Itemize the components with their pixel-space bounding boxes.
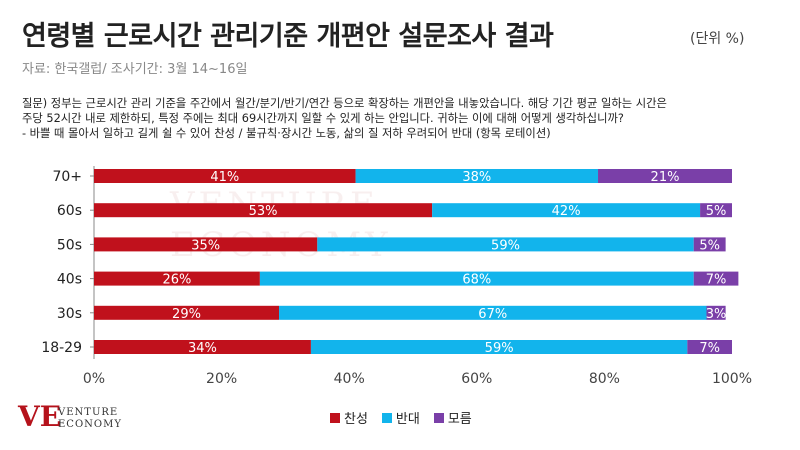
data-label-favor: 41%	[210, 170, 239, 185]
x-tick-label: 60%	[461, 371, 492, 387]
data-label-unknown: 21%	[651, 170, 680, 185]
question-line-3: - 바쁠 때 몰아서 일하고 길게 쉴 수 있어 찬성 / 불규칙·장시간 노동…	[22, 127, 551, 140]
x-tick-label: 80%	[589, 371, 620, 387]
data-label-oppose: 59%	[485, 341, 514, 356]
category-label: 18-29	[41, 340, 82, 356]
source-label: 자료: 한국갤럽/ 조사기간: 3월 14~16일	[22, 62, 248, 77]
x-tick-label: 100%	[712, 371, 752, 387]
category-label: 40s	[57, 272, 82, 288]
legend-item-oppose: 반대	[381, 408, 420, 427]
data-label-unknown: 7%	[699, 341, 720, 356]
bar-unknown	[687, 340, 732, 354]
bar-oppose	[355, 169, 599, 183]
category-label: 50s	[57, 237, 82, 253]
data-label-oppose: 59%	[491, 238, 520, 253]
legend-label-oppose: 반대	[395, 412, 420, 427]
bar-unknown	[693, 237, 726, 252]
data-label-oppose: 42%	[552, 204, 581, 219]
data-label-favor: 35%	[191, 238, 220, 253]
data-label-oppose: 68%	[462, 273, 491, 288]
bar-favor	[94, 305, 280, 320]
logo-line-2: ECONOMY	[58, 419, 122, 430]
data-label-favor: 53%	[249, 204, 278, 219]
x-tick-label: 20%	[206, 371, 237, 387]
category-label: 70+	[52, 169, 82, 185]
chart-title: 연령별 근로시간 관리기준 개편안 설문조사 결과	[22, 21, 554, 52]
bar-unknown	[706, 305, 726, 320]
bar-favor	[94, 271, 260, 286]
data-label-favor: 26%	[162, 273, 191, 288]
bar-oppose	[310, 340, 688, 354]
legend-swatch-unknown	[433, 412, 444, 423]
bar-oppose	[279, 305, 707, 320]
data-label-favor: 34%	[188, 341, 217, 356]
legend-swatch-favor	[330, 412, 340, 423]
question-line-1: 질문) 정부는 근로시간 관리 기준을 주간에서 월간/분기/반기/연간 등으로…	[22, 97, 667, 110]
legend-label-unknown: 모름	[447, 412, 472, 427]
legend-item-favor: 찬성	[330, 408, 368, 427]
data-label-unknown: 7%	[706, 273, 727, 288]
logo-line-1: VENTURE	[58, 407, 119, 418]
bar-favor	[94, 203, 433, 218]
category-label: 30s	[57, 306, 82, 322]
legend-item-unknown: 모름	[433, 408, 472, 427]
bar-oppose	[432, 203, 701, 218]
x-tick-label: 40%	[334, 371, 365, 387]
data-label-unknown: 5%	[706, 204, 727, 219]
bar-oppose	[317, 237, 694, 252]
category-label: 60s	[57, 203, 82, 219]
legend-swatch-oppose	[381, 412, 392, 423]
data-label-oppose: 38%	[462, 170, 491, 185]
logo-mark: VE	[18, 400, 62, 433]
bar-unknown	[693, 271, 739, 286]
x-tick-label: 0%	[83, 371, 105, 387]
question-line-2: 주당 52시간 내로 제한하되, 특정 주에는 최대 69시간까지 일할 수 있…	[22, 112, 624, 125]
legend-label-favor: 찬성	[344, 412, 368, 427]
data-label-favor: 29%	[172, 307, 201, 322]
survey-question: 질문) 정부는 근로시간 관리 기준을 주간에서 월간/분기/반기/연간 등으로…	[22, 96, 782, 141]
bar-favor	[94, 237, 318, 252]
chart-legend: 찬성 반대 모름	[330, 408, 472, 427]
bar-unknown	[700, 203, 732, 218]
bar-favor	[94, 340, 311, 354]
bar-oppose	[259, 271, 694, 286]
bar-favor	[94, 169, 356, 183]
data-label-unknown: 5%	[699, 238, 720, 253]
data-label-unknown: 3%	[706, 307, 727, 322]
data-label-oppose: 67%	[478, 307, 507, 322]
bar-unknown	[598, 169, 732, 183]
unit-label: (단위 %)	[690, 31, 745, 47]
